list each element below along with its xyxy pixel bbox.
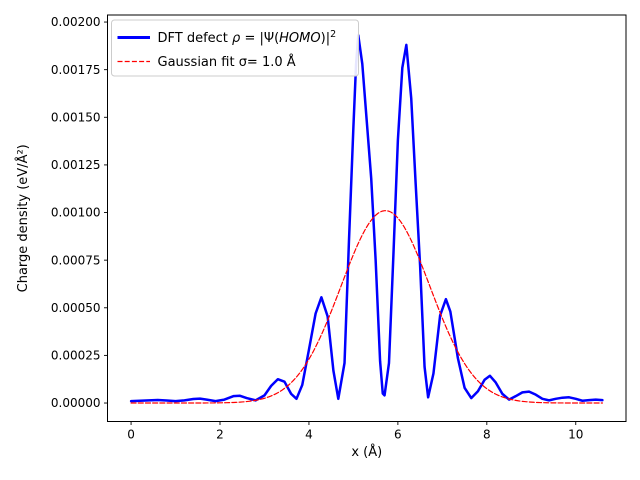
y-tick-label: 0.00025 <box>51 349 101 363</box>
x-tick-label: 4 <box>305 428 313 442</box>
legend-box <box>111 19 359 77</box>
y-axis: 0.00000 0.00025 0.00050 0.00075 0.00100 0.001… <box>51 15 108 410</box>
x-tick-label: 10 <box>568 428 583 442</box>
x-tick-label: 8 <box>483 428 491 442</box>
series-lines <box>129 34 604 404</box>
dft-defect-curve <box>129 34 604 403</box>
x-axis-label: x (Å) <box>351 444 382 460</box>
y-tick-label: 0.00075 <box>51 253 101 267</box>
x-tick-label: 0 <box>127 428 135 442</box>
y-axis-label: Charge density (eV/Å²) <box>15 144 31 292</box>
x-tick-label: 6 <box>394 428 402 442</box>
y-tick-label: 0.00000 <box>51 396 101 410</box>
legend-label-dft: DFT defect ρ = |Ψ(HOMO)|2 <box>158 29 337 46</box>
y-tick-label: 0.00150 <box>51 110 101 124</box>
y-tick-label: 0.00200 <box>51 15 101 29</box>
legend: DFT defect ρ = |Ψ(HOMO)|2 Gaussian fit σ=… <box>111 19 359 77</box>
y-tick-label: 0.00050 <box>51 301 101 315</box>
x-axis: 0 2 4 6 8 10 <box>127 421 583 442</box>
y-tick-label: 0.00175 <box>51 63 101 77</box>
plot-border <box>107 14 627 422</box>
gaussian-fit-curve <box>130 210 604 404</box>
y-tick-label: 0.00125 <box>51 158 101 172</box>
axes-spines <box>107 14 627 422</box>
x-tick-label: 2 <box>216 428 224 442</box>
y-tick-label: 0.00100 <box>51 206 101 220</box>
legend-label-gaussian: Gaussian fit σ= 1.0 Å <box>158 54 296 70</box>
